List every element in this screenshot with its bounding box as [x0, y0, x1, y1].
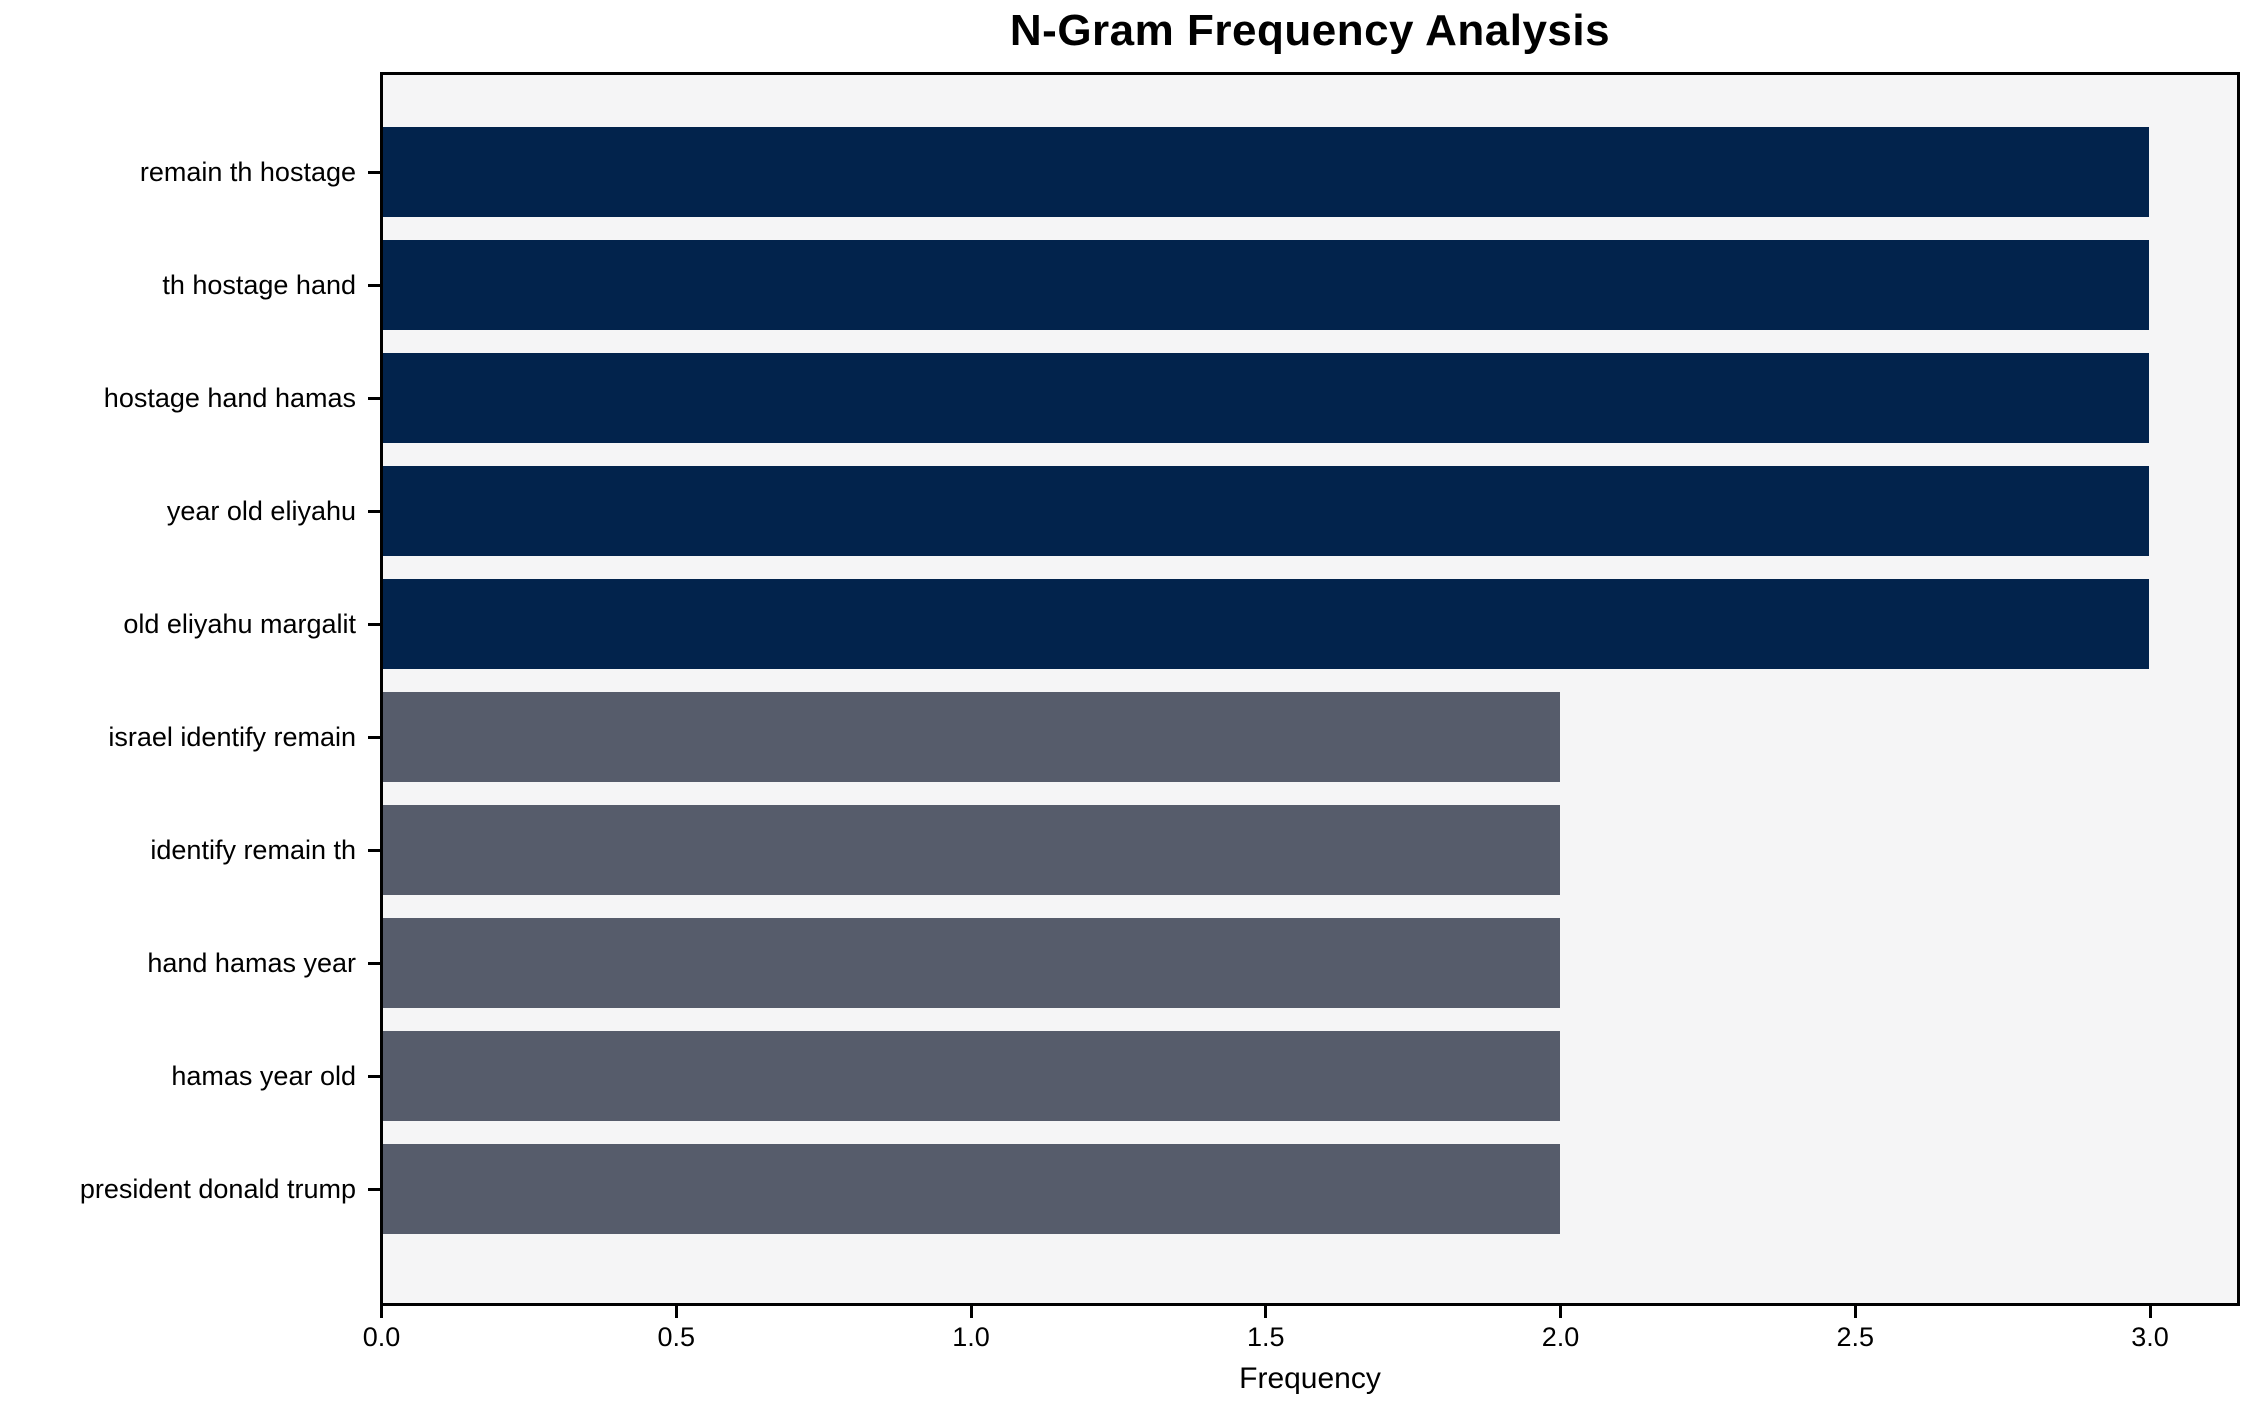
x-tick-label: 0.5	[657, 1322, 696, 1352]
y-tick-mark	[368, 170, 380, 174]
x-tick-label: 0.0	[362, 1322, 401, 1352]
x-tick-mark	[2148, 1306, 2152, 1318]
x-tick-label: 1.5	[1247, 1322, 1285, 1352]
y-tick-label: president donald trump	[79, 1174, 356, 1204]
bar	[383, 692, 1561, 782]
chart-title: N-Gram Frequency Analysis	[1009, 6, 1611, 55]
bar	[383, 579, 2149, 669]
y-tick-label: year old eliyahu	[166, 496, 356, 526]
bar	[383, 240, 2149, 330]
y-tick-mark	[368, 735, 380, 739]
y-tick-label: hamas year old	[171, 1061, 356, 1091]
y-tick-mark	[368, 396, 380, 400]
x-axis-label: Frequency	[1239, 1362, 1381, 1395]
bar	[383, 127, 2149, 217]
y-tick-mark	[368, 961, 380, 965]
y-tick-mark	[368, 1074, 380, 1078]
x-tick-mark	[380, 1306, 383, 1318]
bar	[383, 1031, 1561, 1121]
x-tick-mark	[1264, 1306, 1268, 1318]
x-tick-label: 2.0	[1541, 1322, 1580, 1352]
y-tick-label: israel identify remain	[108, 722, 356, 752]
plot-area	[380, 72, 2240, 1306]
x-tick-mark	[1853, 1306, 1857, 1318]
bar	[383, 466, 2149, 556]
y-tick-label: remain th hostage	[139, 157, 356, 187]
bar	[383, 918, 1561, 1008]
y-tick-mark	[368, 622, 380, 626]
y-tick-mark	[368, 283, 380, 287]
y-tick-label: th hostage hand	[162, 270, 356, 300]
y-tick-label: hand hamas year	[147, 948, 356, 978]
y-tick-label: identify remain th	[150, 835, 356, 865]
x-tick-label: 1.0	[952, 1322, 990, 1352]
bar	[383, 1144, 1561, 1234]
x-tick-label: 3.0	[2131, 1322, 2169, 1352]
y-tick-label: old eliyahu margalit	[123, 609, 356, 639]
x-tick-mark	[674, 1306, 678, 1318]
bar	[383, 353, 2149, 443]
x-tick-mark	[969, 1306, 973, 1318]
y-tick-mark	[368, 848, 380, 852]
y-tick-label: hostage hand hamas	[103, 383, 356, 413]
bar	[383, 805, 1561, 895]
x-tick-mark	[1559, 1306, 1563, 1318]
y-tick-mark	[368, 509, 380, 513]
y-tick-mark	[368, 1187, 380, 1191]
x-tick-label: 2.5	[1836, 1322, 1875, 1352]
